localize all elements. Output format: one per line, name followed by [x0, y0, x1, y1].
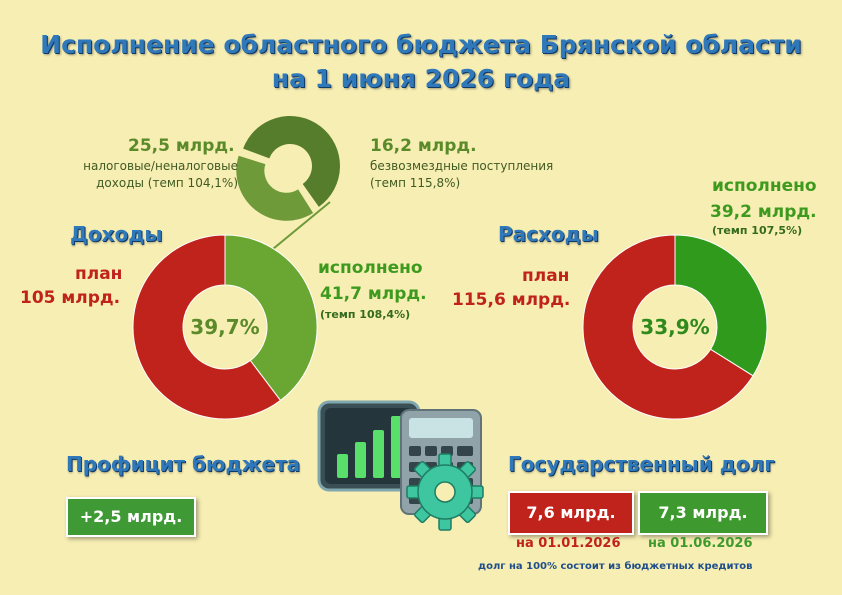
page-title: Исполнение областного бюджета Брянской о…: [40, 30, 802, 59]
income-done-rate: (темп 108,4%): [320, 308, 411, 321]
expenses-done-label: исполнено: [712, 176, 817, 196]
expenses-heading: Расходы: [498, 222, 599, 246]
income-donut: 39,7%: [132, 234, 318, 420]
debt-date-1: на 01.01.2026: [516, 536, 621, 551]
grant-revenue-value: 16,2 млрд.: [370, 136, 477, 156]
grant-revenue-desc-line1: безвозмездные поступления: [370, 159, 554, 173]
debt-value-box-2: 7,3 млрд.: [638, 491, 768, 535]
surplus-heading: Профицит бюджета: [66, 452, 301, 476]
donut-slice-tax: [243, 115, 340, 207]
grant-revenue-desc: безвозмездные поступления (темп 115,8%): [370, 158, 553, 192]
debt-heading: Государственный долг: [508, 452, 775, 476]
donut-slice-other: [132, 234, 282, 420]
donut-slice-grants: [236, 155, 314, 221]
donut-slice-other: [582, 234, 754, 420]
expenses-plan-label: план: [522, 266, 570, 286]
gear-icon: [406, 453, 484, 531]
expenses-done-value: 39,2 млрд.: [710, 202, 817, 222]
income-structure-donut: [236, 115, 340, 221]
expenses-donut: 33,9%: [582, 234, 768, 420]
income-done-label: исполнено: [318, 258, 423, 278]
debt-note: долг на 100% состоит из бюджетных кредит…: [478, 561, 753, 572]
expenses-done-rate: (темп 107,5%): [712, 224, 803, 237]
tax-revenue-desc-line1: налоговые/неналоговые: [83, 159, 238, 173]
debt-date-2: на 01.06.2026: [648, 536, 753, 551]
finance-illustration: [317, 400, 484, 531]
bar-chart-icon: [317, 400, 421, 492]
tax-revenue-desc-line2: доходы (темп 104,1%): [96, 176, 238, 190]
grant-revenue-desc-line2: (темп 115,8%): [370, 176, 461, 190]
expenses-plan-value: 115,6 млрд.: [452, 290, 571, 310]
donut-slice-done: [224, 234, 318, 402]
income-done-value: 41,7 млрд.: [320, 284, 427, 304]
tax-revenue-value: 25,5 млрд.: [128, 136, 235, 156]
debt-value-box-1: 7,6 млрд.: [508, 491, 634, 535]
page-subtitle: на 1 июня 2026 года: [271, 64, 571, 93]
expenses-percent-label: 33,9%: [640, 315, 709, 339]
surplus-value-box: +2,5 млрд.: [66, 497, 196, 537]
donut-slice-done: [674, 234, 768, 377]
income-plan-value: 105 млрд.: [20, 288, 121, 308]
income-heading: Доходы: [70, 222, 163, 246]
income-plan-label: план: [75, 264, 123, 284]
income-percent-label: 39,7%: [190, 315, 259, 339]
tax-revenue-desc: налоговые/неналоговые доходы (темп 104,1…: [48, 158, 238, 192]
